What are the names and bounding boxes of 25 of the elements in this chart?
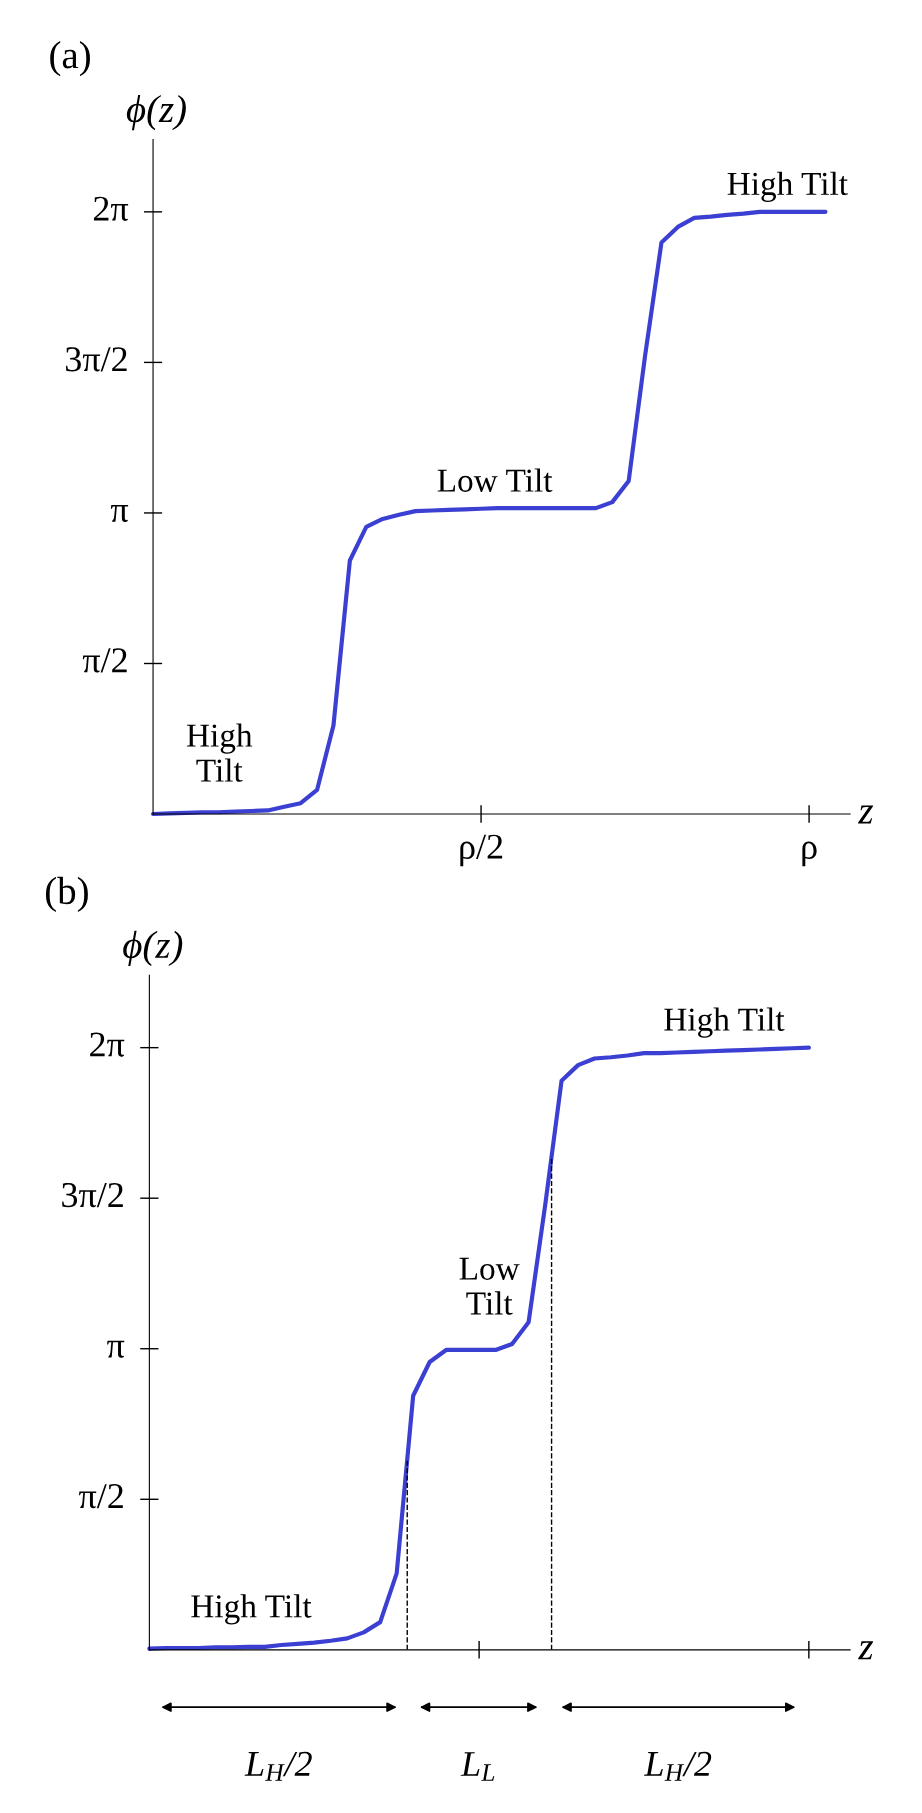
chart-title: (a) [50, 41, 90, 77]
text: 2π [90, 1032, 125, 1057]
y-axis-title: ϕ(z) [123, 930, 183, 967]
text: High Tilt [664, 1007, 785, 1038]
text: High Tilt [727, 171, 848, 202]
text: 2π [93, 196, 129, 221]
text: π/2 [82, 648, 127, 673]
text: π/2 [79, 1484, 123, 1509]
text: L$_{H}$/2 [644, 1751, 712, 1781]
text: 3π/2 [62, 1182, 123, 1208]
text: 3π/2 [66, 347, 127, 372]
text: L$_{H}$/2 [244, 1751, 312, 1781]
chart-title: (b) [45, 876, 88, 913]
text: π [110, 505, 129, 522]
x-tick-label: ρ [802, 841, 817, 867]
annotation: Low Tilt [437, 468, 553, 492]
x-axis-title: z [858, 805, 874, 824]
annotation: Low Tilt [459, 1257, 520, 1315]
annotation: High Tilt [191, 1594, 312, 1625]
y-axis-title: ϕ(z) [126, 94, 186, 131]
x-axis-title: z [858, 1641, 874, 1660]
annotation: High Tilt [186, 723, 253, 782]
x-tick-label: ρ/2 [460, 834, 503, 867]
text: L$_{L}$ [460, 1752, 495, 1781]
text: π [107, 1340, 125, 1358]
